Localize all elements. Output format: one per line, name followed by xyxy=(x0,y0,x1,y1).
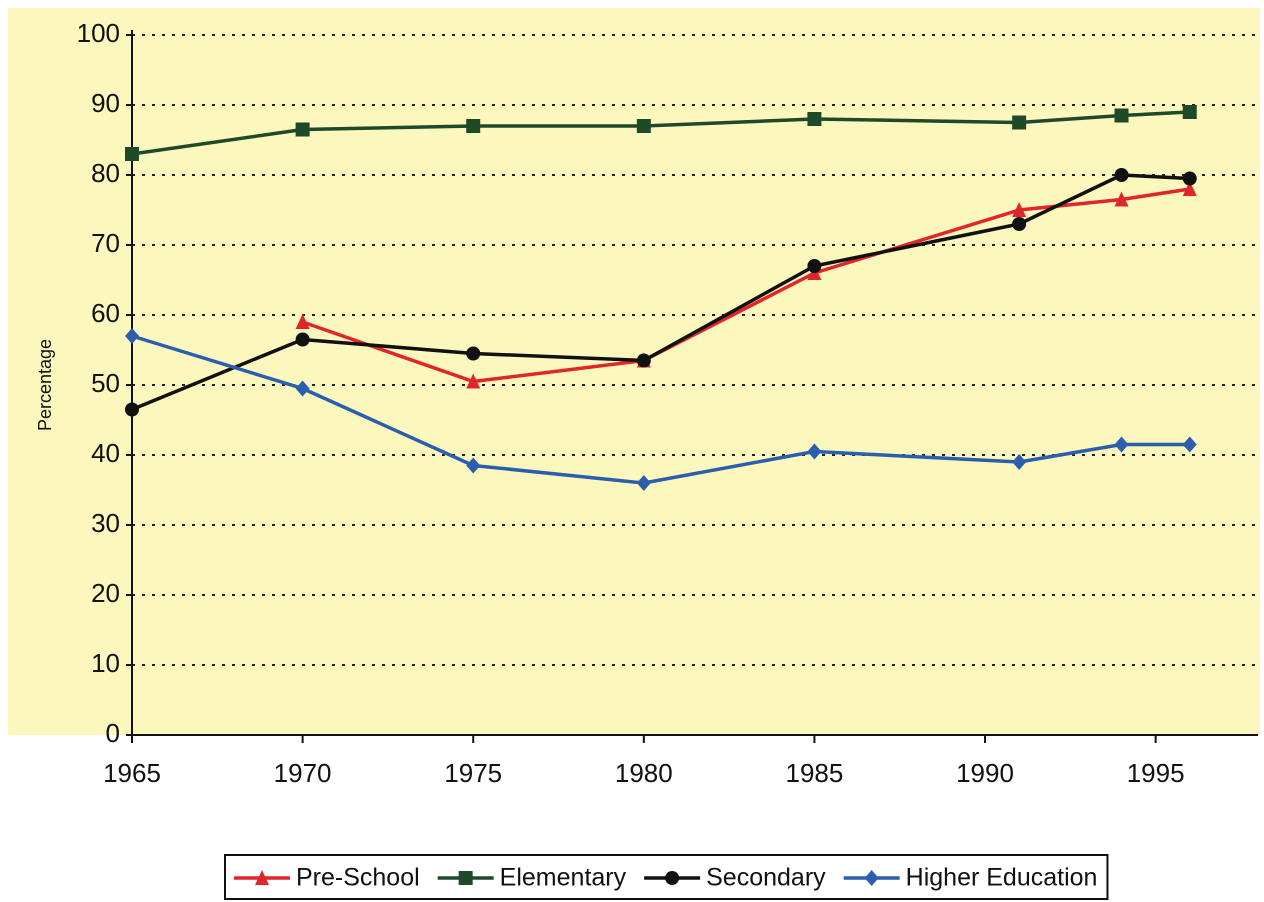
marker xyxy=(807,259,822,273)
marker xyxy=(636,353,651,368)
marker xyxy=(295,380,310,397)
legend-label: Pre-School xyxy=(296,864,420,892)
marker xyxy=(295,314,310,329)
marker xyxy=(1012,202,1027,217)
marker xyxy=(636,119,651,133)
marker xyxy=(864,870,879,886)
y-tick-label: 0 xyxy=(106,718,120,748)
legend-label: Elementary xyxy=(500,864,627,892)
marker xyxy=(807,112,822,126)
x-tick-label: 1995 xyxy=(1127,758,1185,788)
y-tick-label: 60 xyxy=(91,298,120,328)
plot-background xyxy=(8,8,1260,735)
marker xyxy=(636,475,651,491)
marker xyxy=(1182,436,1197,453)
marker xyxy=(1114,436,1129,453)
y-tick-label: 10 xyxy=(91,648,120,678)
marker xyxy=(665,871,680,885)
x-tick-label: 1965 xyxy=(103,758,161,788)
x-tick-label: 1980 xyxy=(615,758,673,788)
y-tick-label: 100 xyxy=(77,18,120,48)
y-tick-label: 90 xyxy=(91,88,120,118)
marker xyxy=(458,871,473,885)
marker xyxy=(466,119,481,133)
y-axis-label: Percentage xyxy=(35,339,55,431)
y-tick-label: 50 xyxy=(91,368,120,398)
x-tick-label: 1970 xyxy=(274,758,332,788)
marker xyxy=(1114,191,1129,207)
marker xyxy=(255,870,269,885)
marker xyxy=(295,332,310,347)
marker xyxy=(1012,454,1027,470)
series-line xyxy=(131,173,1190,412)
series-line xyxy=(131,334,1190,485)
marker xyxy=(125,402,139,417)
marker xyxy=(1114,168,1129,182)
marker xyxy=(466,457,481,474)
marker xyxy=(1114,108,1129,123)
x-tick-label: 1975 xyxy=(444,758,502,788)
marker xyxy=(466,346,481,361)
marker xyxy=(1182,105,1197,119)
y-tick-label: 30 xyxy=(91,508,120,538)
legend-label: Secondary xyxy=(706,864,826,892)
marker xyxy=(1012,217,1027,231)
y-tick-label: 20 xyxy=(91,578,120,608)
y-tick-label: 80 xyxy=(91,158,120,188)
marker xyxy=(1182,181,1197,196)
marker xyxy=(1182,171,1197,186)
x-tick-label: 1985 xyxy=(786,758,844,788)
series-line xyxy=(131,110,1190,156)
marker xyxy=(807,443,822,460)
marker xyxy=(295,122,310,137)
marker xyxy=(125,328,139,344)
y-tick-label: 70 xyxy=(91,228,120,258)
marker xyxy=(466,373,481,389)
legend: Pre-School Elementary Secondary Higher Educ… xyxy=(224,854,1109,900)
marker xyxy=(125,147,139,161)
x-tick-label: 1990 xyxy=(956,758,1014,788)
legend-label: Higher Education xyxy=(906,864,1098,892)
y-tick-label: 40 xyxy=(91,438,120,468)
marker xyxy=(1012,115,1027,130)
